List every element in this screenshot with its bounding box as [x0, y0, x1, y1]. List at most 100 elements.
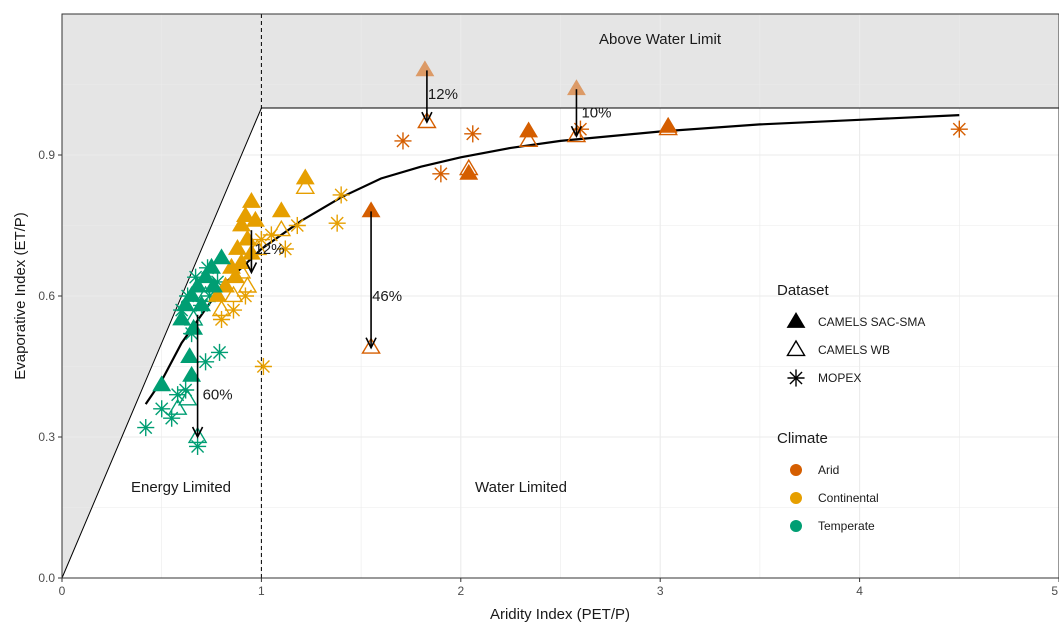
- point-open-triangle-13: [195, 285, 216, 303]
- point-filled-triangle-22: [196, 267, 215, 284]
- point-asterisk-7: [288, 216, 306, 235]
- reduction-label-0: 60%: [203, 387, 233, 404]
- reduction-arrow-head-4: [570, 125, 583, 138]
- point-asterisk-14: [212, 310, 231, 329]
- legend-label-dataset-0: CAMELS SAC-SMA: [818, 315, 925, 329]
- point-filled-triangle-16: [226, 267, 245, 284]
- point-open-triangle-2: [361, 337, 381, 354]
- point-asterisk-0: [950, 120, 968, 138]
- point-filled-triangle-19: [208, 286, 227, 302]
- point-filled-triangle-32: [204, 276, 223, 293]
- legend-label-dataset-1: CAMELS WB: [818, 343, 890, 357]
- point-filled-triangle-3: [519, 121, 539, 138]
- point-filled-triangle-8: [242, 192, 261, 208]
- x-tick-label-0: 0: [59, 584, 66, 598]
- point-filled-triangle-25: [176, 295, 196, 312]
- axis-ticks: 0.0 0.3 0.6 0.9 0 1 2 3 4 5: [38, 148, 1059, 598]
- point-open-triangle-0: [417, 111, 437, 129]
- point-filled-triangle-5: [658, 116, 678, 133]
- x-tick-label-4: 4: [856, 584, 863, 598]
- point-asterisk-17: [163, 409, 181, 427]
- legend-key-asterisk: [787, 369, 805, 387]
- region-label-water: Water Limited: [475, 479, 567, 496]
- point-asterisk-4: [432, 165, 450, 183]
- reduction-arrow-head-1: [245, 262, 258, 275]
- point-asterisk-5: [332, 186, 350, 204]
- reduction-arrows: 60% 12% 46% 12% 10%: [191, 70, 611, 439]
- x-axis-title: Aridity Index (PET/P): [490, 606, 630, 623]
- point-filled-triangle-26: [192, 295, 212, 312]
- legend-key-climate-1: [790, 492, 802, 504]
- point-filled-triangle-21: [202, 257, 221, 274]
- point-filled-triangle-20: [212, 248, 231, 265]
- x-tick-label-1: 1: [258, 584, 265, 598]
- point-filled-triangle-0: [415, 60, 435, 77]
- legend-label-dataset-2: MOPEX: [818, 371, 861, 385]
- point-open-triangle-6: [295, 177, 316, 195]
- point-filled-triangle-11: [245, 210, 265, 227]
- reduction-arrow-head-3: [421, 111, 433, 124]
- point-asterisk-15: [137, 419, 155, 437]
- point-asterisk-6: [328, 214, 346, 232]
- point-filled-triangle-14: [232, 253, 251, 269]
- y-tick-label-3: 0.9: [38, 148, 55, 162]
- x-tick-label-5: 5: [1051, 584, 1058, 598]
- point-filled-triangle-6: [295, 168, 315, 185]
- point-filled-triangle-30: [182, 365, 202, 382]
- reduction-label-1: 12%: [254, 241, 284, 258]
- point-open-triangle-15: [177, 389, 198, 406]
- reduction-label-3: 12%: [428, 86, 458, 103]
- point-open-triangle-3: [518, 130, 539, 148]
- point-filled-triangle-18: [216, 276, 235, 293]
- region-label-above: Above Water Limit: [599, 31, 722, 48]
- point-open-triangle-10: [223, 285, 244, 303]
- point-filled-triangle-10: [232, 215, 251, 232]
- point-asterisk-21: [197, 353, 215, 371]
- point-asterisk-8: [276, 240, 294, 258]
- legend-key-climate-2: [790, 520, 802, 532]
- point-open-triangle-1: [566, 125, 587, 143]
- point-asterisk-19: [177, 381, 195, 399]
- region-label-energy: Energy Limited: [131, 479, 231, 496]
- y-tick-label-0: 0.0: [38, 571, 55, 585]
- point-filled-triangle-27: [172, 309, 192, 326]
- legend-key-climate-0: [790, 464, 802, 476]
- reduction-label-2: 46%: [372, 288, 402, 305]
- x-tick-label-2: 2: [457, 584, 464, 598]
- point-asterisk-22: [210, 343, 229, 361]
- point-filled-triangle-29: [180, 347, 200, 363]
- point-asterisk-20: [189, 437, 207, 455]
- point-asterisk-2: [464, 125, 482, 143]
- point-asterisk-3: [394, 132, 412, 150]
- legend-key-open-triangle: [786, 339, 806, 357]
- point-filled-triangle-13: [228, 239, 247, 255]
- legend-label-climate-2: Temperate: [818, 519, 875, 533]
- legend-title-dataset: Dataset: [777, 282, 830, 299]
- legend: Dataset Climate CAMELS SAC-SMA CAMELS WB M…: [777, 282, 925, 533]
- reduction-arrow-head-2: [365, 337, 377, 350]
- data-points: [137, 60, 968, 455]
- legend-label-climate-1: Continental: [818, 491, 879, 505]
- point-filled-triangle-24: [182, 286, 202, 302]
- point-filled-triangle-23: [188, 276, 208, 293]
- point-open-triangle-12: [237, 276, 258, 293]
- reduction-label-4: 10%: [581, 105, 611, 122]
- point-open-triangle-17: [167, 398, 188, 415]
- legend-key-filled-triangle: [786, 312, 806, 328]
- legend-label-climate-0: Arid: [818, 463, 839, 477]
- point-open-triangle-11: [211, 299, 232, 317]
- y-tick-label-2: 0.6: [38, 289, 55, 303]
- point-filled-triangle-31: [152, 375, 172, 392]
- point-filled-triangle-4: [459, 163, 479, 180]
- x-tick-label-3: 3: [657, 584, 664, 598]
- y-tick-label-1: 0.3: [38, 430, 55, 444]
- legend-title-climate: Climate: [777, 430, 828, 447]
- point-open-triangle-16: [187, 426, 208, 444]
- reduction-arrow-head-0: [191, 426, 204, 439]
- y-axis-title: Evaporative Index (ET/P): [12, 212, 29, 380]
- point-open-triangle-7: [271, 219, 292, 237]
- point-asterisk-11: [254, 357, 272, 376]
- point-filled-triangle-7: [271, 201, 291, 218]
- point-asterisk-10: [252, 231, 270, 249]
